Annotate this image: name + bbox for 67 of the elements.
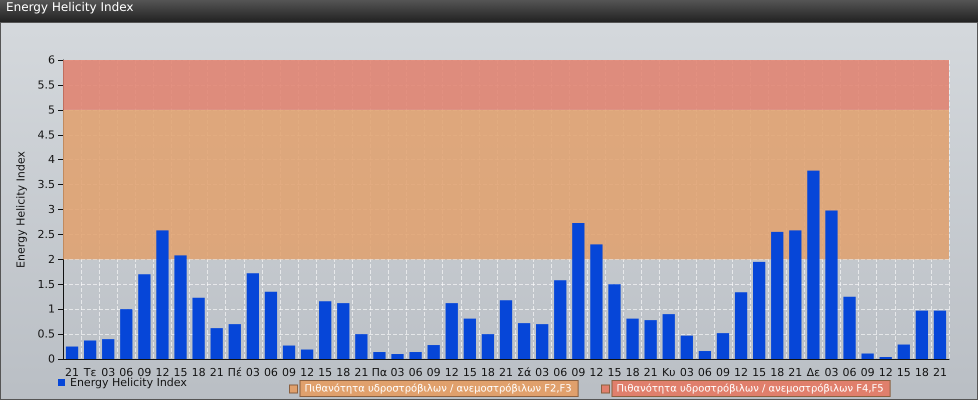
- x-tick-label: 18: [626, 366, 640, 379]
- x-tick-label: 06: [842, 366, 857, 379]
- chart-title: Energy Helicity Index: [0, 0, 978, 22]
- x-tick-label: 15: [174, 366, 188, 379]
- x-tick-label: Πα: [372, 366, 388, 379]
- x-tick-label: 18: [192, 366, 206, 379]
- x-tick-label: Κυ: [662, 366, 676, 379]
- x-tick-label: 12: [444, 366, 459, 379]
- x-tick-label: 03: [246, 366, 260, 379]
- x-tick-label: 12: [155, 366, 170, 379]
- x-tick-label: 03: [680, 366, 694, 379]
- x-tick-label: 15: [752, 366, 766, 379]
- x-tick-label: Πέ: [228, 366, 242, 379]
- x-tick-label: 03: [824, 366, 838, 379]
- x-tick-label: 12: [589, 366, 604, 379]
- y-tick-label: 3.5: [38, 178, 55, 192]
- x-tick-label: 15: [607, 366, 622, 379]
- x-tick-label: 21: [354, 366, 368, 379]
- x-tick-label: 09: [571, 366, 586, 379]
- y-tick-label: 6: [48, 54, 55, 66]
- x-tick-label: 21: [644, 366, 658, 379]
- x-tick-label: 21: [932, 366, 947, 379]
- legend-label: Πιθανότητα υδροστρόβιλων / ανεμοστρόβιλων F4,F5: [616, 384, 884, 394]
- y-tick-label: 4.5: [38, 128, 55, 142]
- x-tick-label: 18: [770, 366, 784, 379]
- x-tick-label: Τε: [82, 366, 97, 379]
- x-tick-label: 06: [408, 366, 423, 379]
- x-tick-label: 06: [553, 366, 568, 379]
- x-tick-label: 15: [462, 366, 477, 379]
- x-tick-label: 21: [499, 366, 513, 379]
- x-tick-label: Σά: [516, 366, 532, 379]
- x-tick-label: 12: [734, 366, 748, 379]
- x-tick-label: 18: [336, 366, 350, 379]
- x-tick-label: 21: [65, 366, 80, 379]
- y-tick-label: 2: [48, 252, 55, 266]
- x-tick-label: 12: [878, 366, 893, 379]
- x-tick-label: 15: [318, 366, 332, 379]
- y-tick-label: 0.5: [38, 328, 55, 341]
- y-tick-label: 4: [48, 153, 55, 166]
- x-tick-label: 21: [788, 366, 802, 379]
- y-tick-label: 1.5: [38, 278, 55, 291]
- x-tick-label: 06: [264, 366, 278, 379]
- x-tick-label: 06: [119, 366, 134, 379]
- x-tick-label: 03: [390, 366, 405, 379]
- y-tick-label: 5: [48, 103, 55, 116]
- x-tick-label: 03: [101, 366, 116, 379]
- y-tick-label: 0: [48, 352, 55, 366]
- y-tick-label: 5.5: [38, 78, 55, 92]
- x-tick-label: 12: [300, 366, 314, 379]
- x-tick-label: 09: [282, 366, 296, 379]
- x-tick-label: 21: [210, 366, 224, 379]
- x-tick-label: 18: [480, 366, 495, 379]
- legend-label: Πιθανότητα υδροστρόβιλων / ανεμοστρόβιλων F2,F3: [304, 384, 572, 394]
- x-tick-label: 06: [698, 366, 712, 379]
- y-tick-label: 3: [48, 203, 55, 216]
- legend-label: Energy Helicity Index: [70, 376, 188, 389]
- x-tick-label: Δε: [806, 366, 820, 379]
- y-tick-label: 2.5: [38, 228, 55, 241]
- x-tick-label: 18: [914, 366, 929, 379]
- x-tick-label: 15: [896, 366, 911, 379]
- x-tick-label: 09: [137, 366, 152, 379]
- x-tick-label: 09: [860, 366, 875, 379]
- x-tick-label: 03: [535, 366, 550, 379]
- x-tick-label: 09: [716, 366, 730, 379]
- x-tick-label: 09: [426, 366, 441, 379]
- y-axis-title: Energy Helicity Index: [14, 150, 28, 268]
- y-tick-label: 1: [48, 302, 55, 316]
